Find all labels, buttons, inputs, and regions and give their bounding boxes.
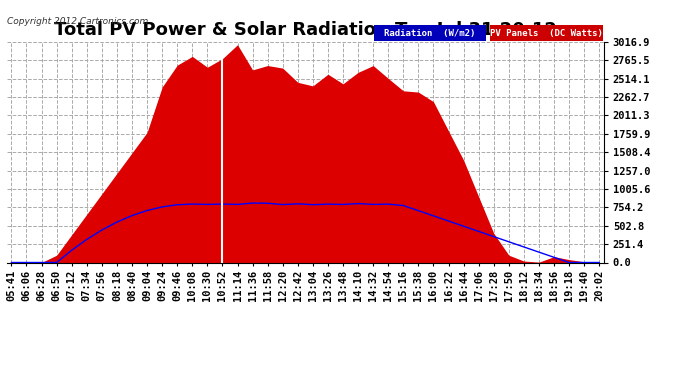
Title: Total PV Power & Solar Radiation Tue Jul 31 20:12: Total PV Power & Solar Radiation Tue Jul… — [54, 21, 557, 39]
Text: Radiation  (W/m2): Radiation (W/m2) — [384, 28, 475, 38]
FancyBboxPatch shape — [374, 26, 486, 41]
FancyBboxPatch shape — [491, 26, 602, 41]
Text: PV Panels  (DC Watts): PV Panels (DC Watts) — [490, 28, 603, 38]
Text: Copyright 2012 Cartronics.com: Copyright 2012 Cartronics.com — [7, 17, 148, 26]
